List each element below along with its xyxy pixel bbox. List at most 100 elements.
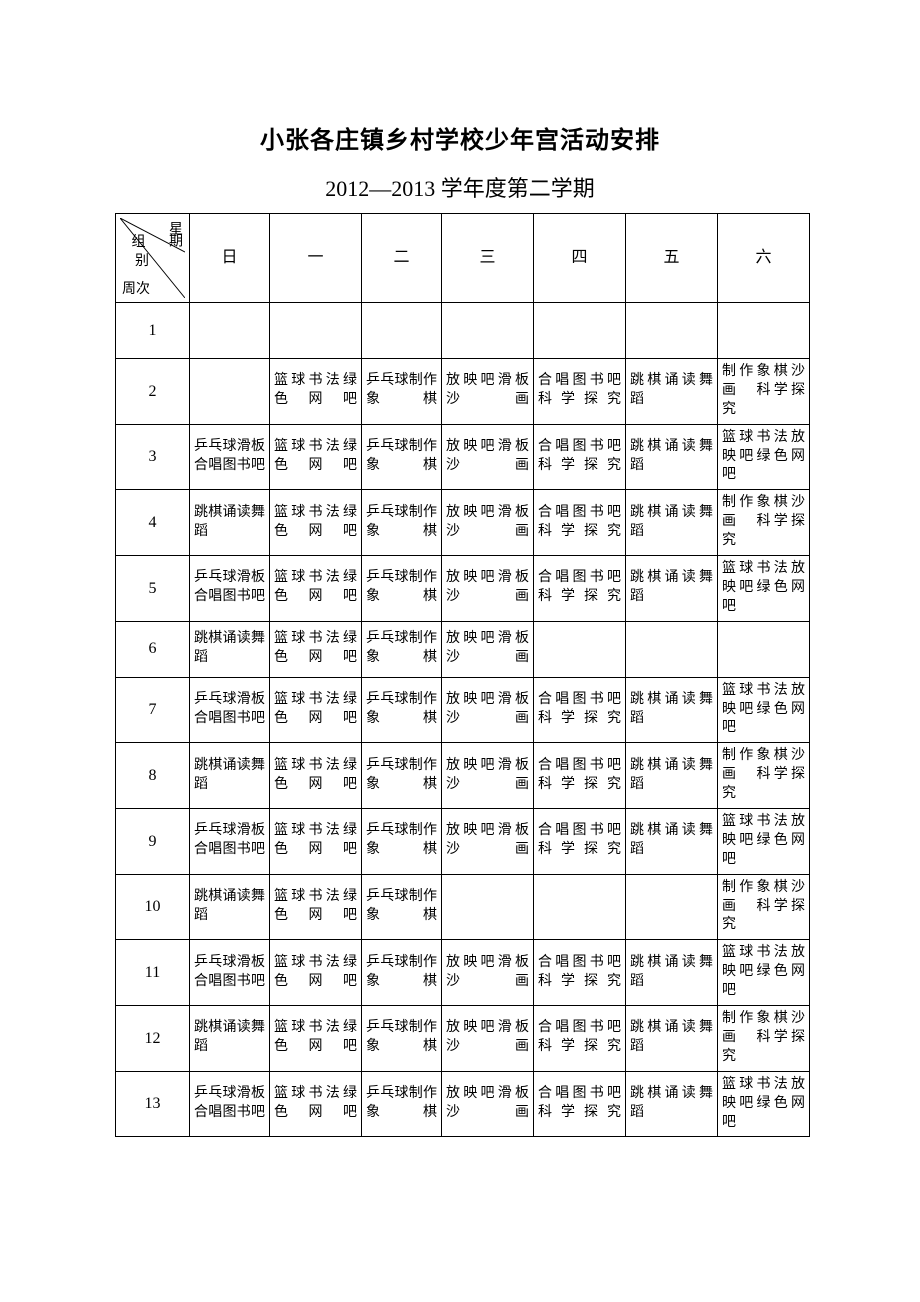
activity-cell [534,874,626,940]
day-header: 二 [362,214,442,303]
activity-cell: 合唱图书吧科学探究 [534,809,626,875]
week-number: 13 [116,1071,190,1137]
activity-cell: 跳棋诵读舞蹈 [626,743,718,809]
activity-cell: 乒乓球制作象棋 [362,359,442,425]
activity-cell: 乒乓球滑板合唱图书吧 [190,424,270,490]
activity-cell: 放映吧滑板沙画 [442,809,534,875]
day-header: 四 [534,214,626,303]
activity-cell: 放映吧滑板沙画 [442,490,534,556]
corner-header: 星期 组 别 周次 [116,214,190,303]
table-row: 4跳棋诵读舞蹈篮球书法绿色网吧乒乓球制作象棋放映吧滑板沙画合唱图书吧科学探究跳棋… [116,490,810,556]
activity-cell: 跳棋诵读舞蹈 [626,556,718,622]
activity-cell: 放映吧滑板沙画 [442,359,534,425]
table-row: 11乒乓球滑板合唱图书吧篮球书法绿色网吧乒乓球制作象棋放映吧滑板沙画合唱图书吧科… [116,940,810,1006]
activity-cell: 篮球书法放映吧绿色网吧 [718,1071,810,1137]
activity-cell [718,621,810,677]
activity-cell: 跳棋诵读舞蹈 [626,1006,718,1072]
activity-cell: 放映吧滑板沙画 [442,1071,534,1137]
schedule-table: 星期 组 别 周次 日 一 二 三 四 五 六 12篮球书法绿色网吧乒乓球制作象… [115,213,810,1137]
activity-cell [626,303,718,359]
activity-cell: 合唱图书吧科学探究 [534,677,626,743]
table-row: 13乒乓球滑板合唱图书吧篮球书法绿色网吧乒乓球制作象棋放映吧滑板沙画合唱图书吧科… [116,1071,810,1137]
activity-cell [270,303,362,359]
activity-cell: 乒乓球制作象棋 [362,743,442,809]
table-row: 8跳棋诵读舞蹈篮球书法绿色网吧乒乓球制作象棋放映吧滑板沙画合唱图书吧科学探究跳棋… [116,743,810,809]
table-row: 6跳棋诵读舞蹈篮球书法绿色网吧乒乓球制作象棋放映吧滑板沙画 [116,621,810,677]
week-number: 8 [116,743,190,809]
activity-cell: 篮球书法绿色网吧 [270,556,362,622]
week-number: 9 [116,809,190,875]
activity-cell: 制作象棋沙画 科学探究 [718,743,810,809]
activity-cell: 放映吧滑板沙画 [442,1006,534,1072]
activity-cell: 合唱图书吧科学探究 [534,490,626,556]
activity-cell: 跳棋诵读舞蹈 [626,359,718,425]
activity-cell: 合唱图书吧科学探究 [534,940,626,1006]
day-header: 六 [718,214,810,303]
activity-cell: 放映吧滑板沙画 [442,556,534,622]
activity-cell: 篮球书法绿色网吧 [270,1071,362,1137]
activity-cell: 跳棋诵读舞蹈 [626,809,718,875]
week-number: 2 [116,359,190,425]
page-subtitle: 2012—2013 学年度第二学期 [115,171,805,203]
activity-cell [626,874,718,940]
activity-cell: 放映吧滑板沙画 [442,940,534,1006]
activity-cell [626,621,718,677]
week-number: 12 [116,1006,190,1072]
activity-cell: 跳棋诵读舞蹈 [190,490,270,556]
activity-cell: 合唱图书吧科学探究 [534,556,626,622]
table-row: 5乒乓球滑板合唱图书吧篮球书法绿色网吧乒乓球制作象棋放映吧滑板沙画合唱图书吧科学… [116,556,810,622]
corner-label-bottom: 周次 [122,281,150,300]
activity-cell: 合唱图书吧科学探究 [534,1006,626,1072]
activity-cell [442,303,534,359]
table-row: 7乒乓球滑板合唱图书吧篮球书法绿色网吧乒乓球制作象棋放映吧滑板沙画合唱图书吧科学… [116,677,810,743]
activity-cell: 乒乓球制作象棋 [362,1071,442,1137]
activity-cell: 乒乓球滑板合唱图书吧 [190,940,270,1006]
activity-cell: 乒乓球制作象棋 [362,940,442,1006]
week-number: 6 [116,621,190,677]
activity-cell: 放映吧滑板沙画 [442,424,534,490]
activity-cell: 篮球书法绿色网吧 [270,809,362,875]
activity-cell: 乒乓球制作象棋 [362,556,442,622]
activity-cell [534,621,626,677]
activity-cell: 跳棋诵读舞蹈 [190,1006,270,1072]
corner-label-top: 星期 [164,216,183,250]
activity-cell: 乒乓球制作象棋 [362,1006,442,1072]
activity-cell: 跳棋诵读舞蹈 [626,1071,718,1137]
week-number: 5 [116,556,190,622]
activity-cell: 放映吧滑板沙画 [442,677,534,743]
activity-cell: 篮球书法绿色网吧 [270,490,362,556]
day-header: 日 [190,214,270,303]
activity-cell: 乒乓球滑板合唱图书吧 [190,1071,270,1137]
activity-cell: 乒乓球制作象棋 [362,621,442,677]
activity-cell: 篮球书法绿色网吧 [270,359,362,425]
activity-cell: 乒乓球制作象棋 [362,490,442,556]
week-number: 3 [116,424,190,490]
activity-cell: 篮球书法放映吧绿色网吧 [718,940,810,1006]
activity-cell: 乒乓球滑板合唱图书吧 [190,677,270,743]
activity-cell: 篮球书法放映吧绿色网吧 [718,424,810,490]
activity-cell [190,303,270,359]
table-row: 2篮球书法绿色网吧乒乓球制作象棋放映吧滑板沙画合唱图书吧科学探究跳棋诵读舞蹈制作… [116,359,810,425]
activity-cell: 乒乓球制作象棋 [362,677,442,743]
activity-cell: 跳棋诵读舞蹈 [190,743,270,809]
activity-cell: 制作象棋沙画 科学探究 [718,874,810,940]
week-number: 10 [116,874,190,940]
week-number: 11 [116,940,190,1006]
activity-cell: 乒乓球滑板合唱图书吧 [190,809,270,875]
activity-cell: 篮球书法放映吧绿色网吧 [718,556,810,622]
activity-cell: 乒乓球滑板合唱图书吧 [190,556,270,622]
day-header: 五 [626,214,718,303]
table-row: 9乒乓球滑板合唱图书吧篮球书法绿色网吧乒乓球制作象棋放映吧滑板沙画合唱图书吧科学… [116,809,810,875]
table-row: 12跳棋诵读舞蹈篮球书法绿色网吧乒乓球制作象棋放映吧滑板沙画合唱图书吧科学探究跳… [116,1006,810,1072]
activity-cell: 合唱图书吧科学探究 [534,424,626,490]
activity-cell: 跳棋诵读舞蹈 [190,874,270,940]
page-title: 小张各庄镇乡村学校少年宫活动安排 [115,120,805,155]
activity-cell: 乒乓球制作象棋 [362,809,442,875]
activity-cell: 跳棋诵读舞蹈 [626,677,718,743]
activity-cell: 乒乓球制作象棋 [362,874,442,940]
activity-cell: 制作象棋沙画 科学探究 [718,490,810,556]
activity-cell: 跳棋诵读舞蹈 [190,621,270,677]
activity-cell: 篮球书法绿色网吧 [270,621,362,677]
activity-cell: 跳棋诵读舞蹈 [626,424,718,490]
activity-cell: 篮球书法放映吧绿色网吧 [718,677,810,743]
